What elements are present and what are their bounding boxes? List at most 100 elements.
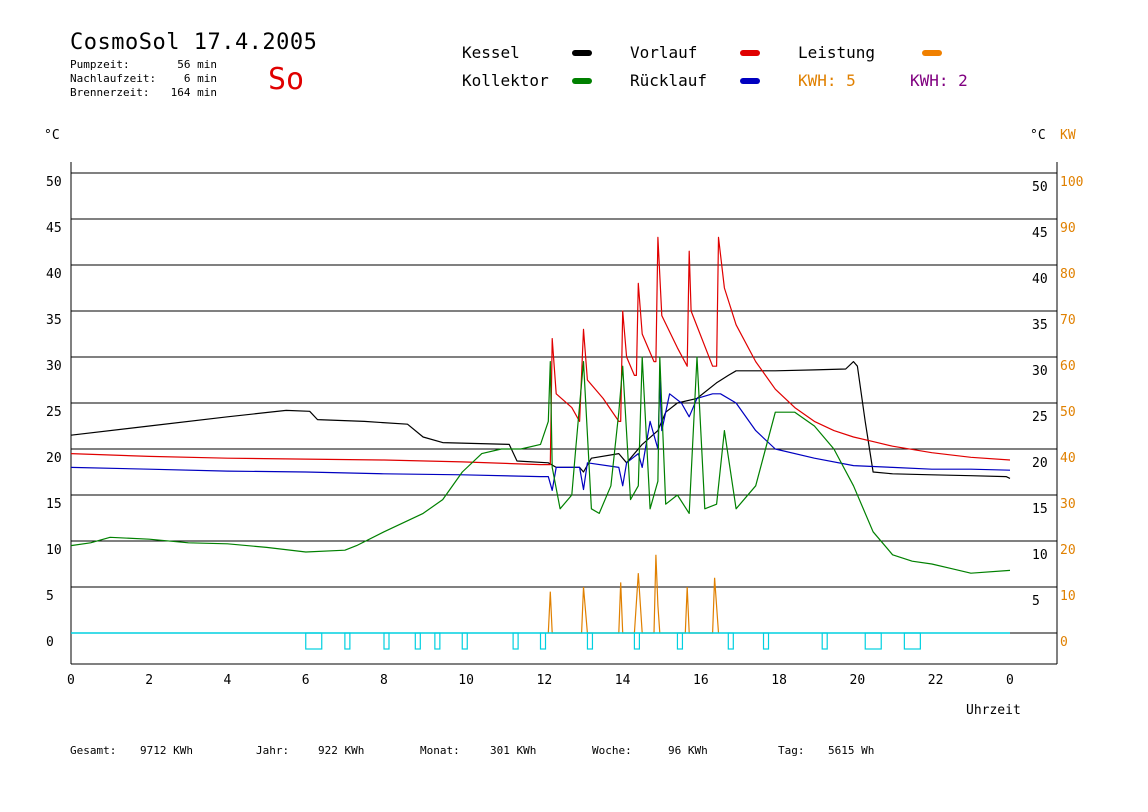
footer-tag-label: Tag:	[778, 744, 805, 757]
x-tick-22: 22	[928, 673, 944, 688]
footer-gesamt-value: 9712 KWh	[140, 744, 193, 757]
legend-kollektor-label: Kollektor	[462, 71, 549, 90]
legend-kessel-label: Kessel	[462, 43, 520, 62]
y-tick-left-25: 25	[46, 405, 62, 420]
burner-bar	[305, 632, 323, 650]
footer-monat-label: Monat:	[420, 744, 460, 757]
burner-bars	[71, 632, 1010, 650]
y-tick-left-50: 50	[46, 175, 62, 190]
x-tick-16: 16	[693, 673, 709, 688]
x-tick-2: 2	[145, 673, 153, 688]
footer-jahr-label: Jahr:	[256, 744, 290, 757]
y-tick-kw-100: 100	[1060, 175, 1083, 190]
legend-leistung-label: Leistung	[798, 43, 876, 62]
legend-kwh-solar: KWH: 5	[798, 71, 856, 90]
y-tick-kw-0: 0	[1060, 635, 1068, 650]
y-tick-kw-30: 30	[1060, 497, 1076, 512]
y-tick-left-5: 5	[46, 589, 54, 604]
info-value-brennerzeit: 164 min	[170, 86, 217, 99]
info-value-pumpzeit: 56 min	[177, 58, 217, 71]
info-label-pumpzeit: Pumpzeit:	[70, 58, 130, 71]
legend-ruecklauf-swatch	[740, 78, 760, 84]
legend-kwh-brenner: KWH: 2	[910, 71, 968, 90]
y-axis-left-label: °C	[44, 128, 60, 143]
series-ruecklauf	[70, 379, 1011, 491]
x-tick-8: 8	[380, 673, 388, 688]
burner-bar	[344, 632, 351, 650]
y-tick-left-35: 35	[46, 313, 62, 328]
chart-title: CosmoSol 17.4.2005	[70, 30, 318, 55]
y-tick-kw-40: 40	[1060, 451, 1076, 466]
y-tick-right-5: 5	[1032, 594, 1040, 609]
y-tick-kw-60: 60	[1060, 359, 1076, 374]
series-kessel	[70, 361, 1011, 479]
y-tick-kw-70: 70	[1060, 313, 1076, 328]
burner-bar	[676, 632, 684, 650]
info-value-nachlaufzeit: 6 min	[183, 72, 217, 85]
tick-labels: 0510152025303540455051015202530354045500…	[46, 175, 1083, 688]
y-tick-right-20: 20	[1032, 456, 1048, 471]
legend-kollektor-swatch	[572, 78, 592, 84]
burner-bar	[512, 632, 519, 650]
legend-kessel-swatch	[572, 50, 592, 56]
series-leistung	[547, 554, 720, 634]
y-axis-right-label: °C	[1030, 128, 1046, 143]
y-tick-right-25: 25	[1032, 410, 1048, 425]
y-tick-right-30: 30	[1032, 364, 1048, 379]
y-tick-kw-50: 50	[1060, 405, 1076, 420]
y-tick-right-35: 35	[1032, 318, 1048, 333]
burner-bar	[586, 632, 594, 650]
burner-bar	[414, 632, 421, 650]
burner-bar	[539, 632, 547, 650]
x-tick-6: 6	[302, 673, 310, 688]
y-tick-left-10: 10	[46, 543, 62, 558]
footer-gesamt-label: Gesamt:	[70, 744, 117, 757]
y-tick-left-30: 30	[46, 359, 62, 374]
series-kollektor	[70, 356, 1011, 574]
legend-leistung-swatch	[922, 50, 942, 56]
x-tick-18: 18	[771, 673, 787, 688]
grid-lines	[71, 172, 1057, 588]
burner-bar	[383, 632, 390, 650]
info-label-nachlaufzeit: Nachlaufzeit:	[70, 72, 157, 85]
weekday-label: So	[268, 62, 305, 97]
legend-vorlauf-swatch	[740, 50, 760, 56]
info-label-brennerzeit: Brennerzeit:	[70, 86, 150, 99]
y-tick-left-0: 0	[46, 635, 54, 650]
legend-vorlauf-label: Vorlauf	[630, 43, 698, 62]
y-tick-kw-20: 20	[1060, 543, 1076, 558]
burner-bar	[821, 632, 828, 650]
burner-bar	[727, 632, 734, 650]
series-vorlauf	[70, 236, 1011, 466]
burner-bar	[903, 632, 921, 650]
axes	[70, 162, 1058, 665]
burner-bar	[461, 632, 468, 650]
x-tick-4: 4	[224, 673, 232, 688]
footer-woche-label: Woche:	[592, 744, 632, 757]
footer-jahr-value: 922 KWh	[318, 744, 365, 757]
footer-monat-value: 301 KWh	[490, 744, 537, 757]
burner-bar	[434, 632, 441, 650]
x-tick-0: 0	[67, 673, 75, 688]
y-tick-kw-90: 90	[1060, 221, 1076, 236]
burner-bar	[864, 632, 882, 650]
y-tick-right-45: 45	[1032, 226, 1048, 241]
footer-tag-value: 5615 Wh	[828, 744, 875, 757]
burner-bar	[633, 632, 641, 650]
x-tick-20: 20	[850, 673, 866, 688]
y-tick-kw-80: 80	[1060, 267, 1076, 282]
x-tick-10: 10	[458, 673, 474, 688]
x-axis-label: Uhrzeit	[966, 703, 1021, 718]
x-tick-14: 14	[615, 673, 631, 688]
y-tick-left-40: 40	[46, 267, 62, 282]
x-tick-24: 0	[1006, 673, 1014, 688]
y-tick-kw-10: 10	[1060, 589, 1076, 604]
y-tick-right-10: 10	[1032, 548, 1048, 563]
y-tick-right-15: 15	[1032, 502, 1048, 517]
series-lines	[70, 236, 1011, 634]
x-tick-12: 12	[537, 673, 553, 688]
y-axis-kw-label: KW	[1060, 128, 1076, 143]
y-tick-left-45: 45	[46, 221, 62, 236]
footer-woche-value: 96 KWh	[668, 744, 708, 757]
